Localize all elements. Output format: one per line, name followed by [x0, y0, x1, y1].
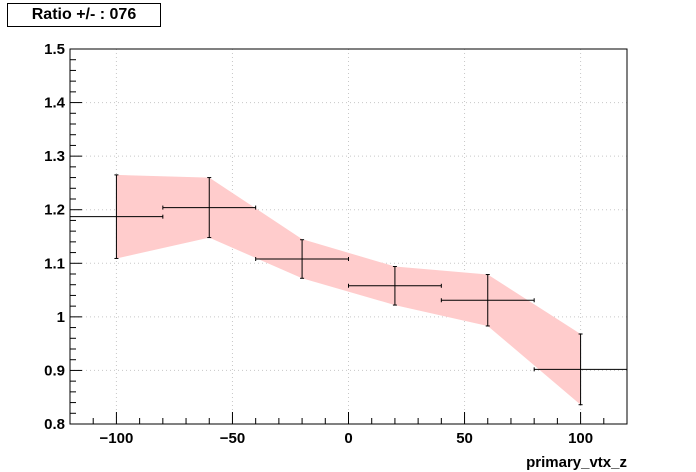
- y-tick-label: 1.4: [44, 95, 66, 112]
- chart-title: Ratio +/- : 076: [7, 3, 161, 27]
- data-point: [348, 266, 442, 306]
- y-tick-label: 1.2: [44, 202, 65, 219]
- x-tick-label: −100: [100, 430, 134, 447]
- y-tick-label: 1.3: [44, 148, 65, 165]
- x-tick-label: 0: [344, 430, 352, 447]
- data-point: [70, 174, 164, 259]
- y-tick-label: 1: [57, 309, 65, 326]
- y-tick-label: 0.8: [44, 416, 65, 433]
- data-point: [440, 274, 535, 327]
- y-axis: 0.8 0.9 1 1.1 1.2 1.3 1.4 1.5: [44, 41, 82, 433]
- x-tick-label: 50: [456, 430, 473, 447]
- data-point: [533, 333, 627, 406]
- x-axis: −100 −50 0 50 100: [92, 412, 628, 447]
- data-point: [255, 239, 349, 279]
- y-tick-label: 0.9: [44, 362, 65, 379]
- x-tick-label: −50: [220, 430, 245, 447]
- y-tick-label: 1.5: [44, 41, 65, 58]
- band-area: [116, 174, 581, 405]
- data-series: [70, 174, 627, 406]
- x-tick-label: 100: [568, 430, 593, 447]
- error-band: [116, 174, 581, 405]
- y-tick-label: 1.1: [44, 255, 65, 272]
- x-axis-label: primary_vtx_z: [526, 454, 627, 471]
- data-point: [162, 177, 257, 239]
